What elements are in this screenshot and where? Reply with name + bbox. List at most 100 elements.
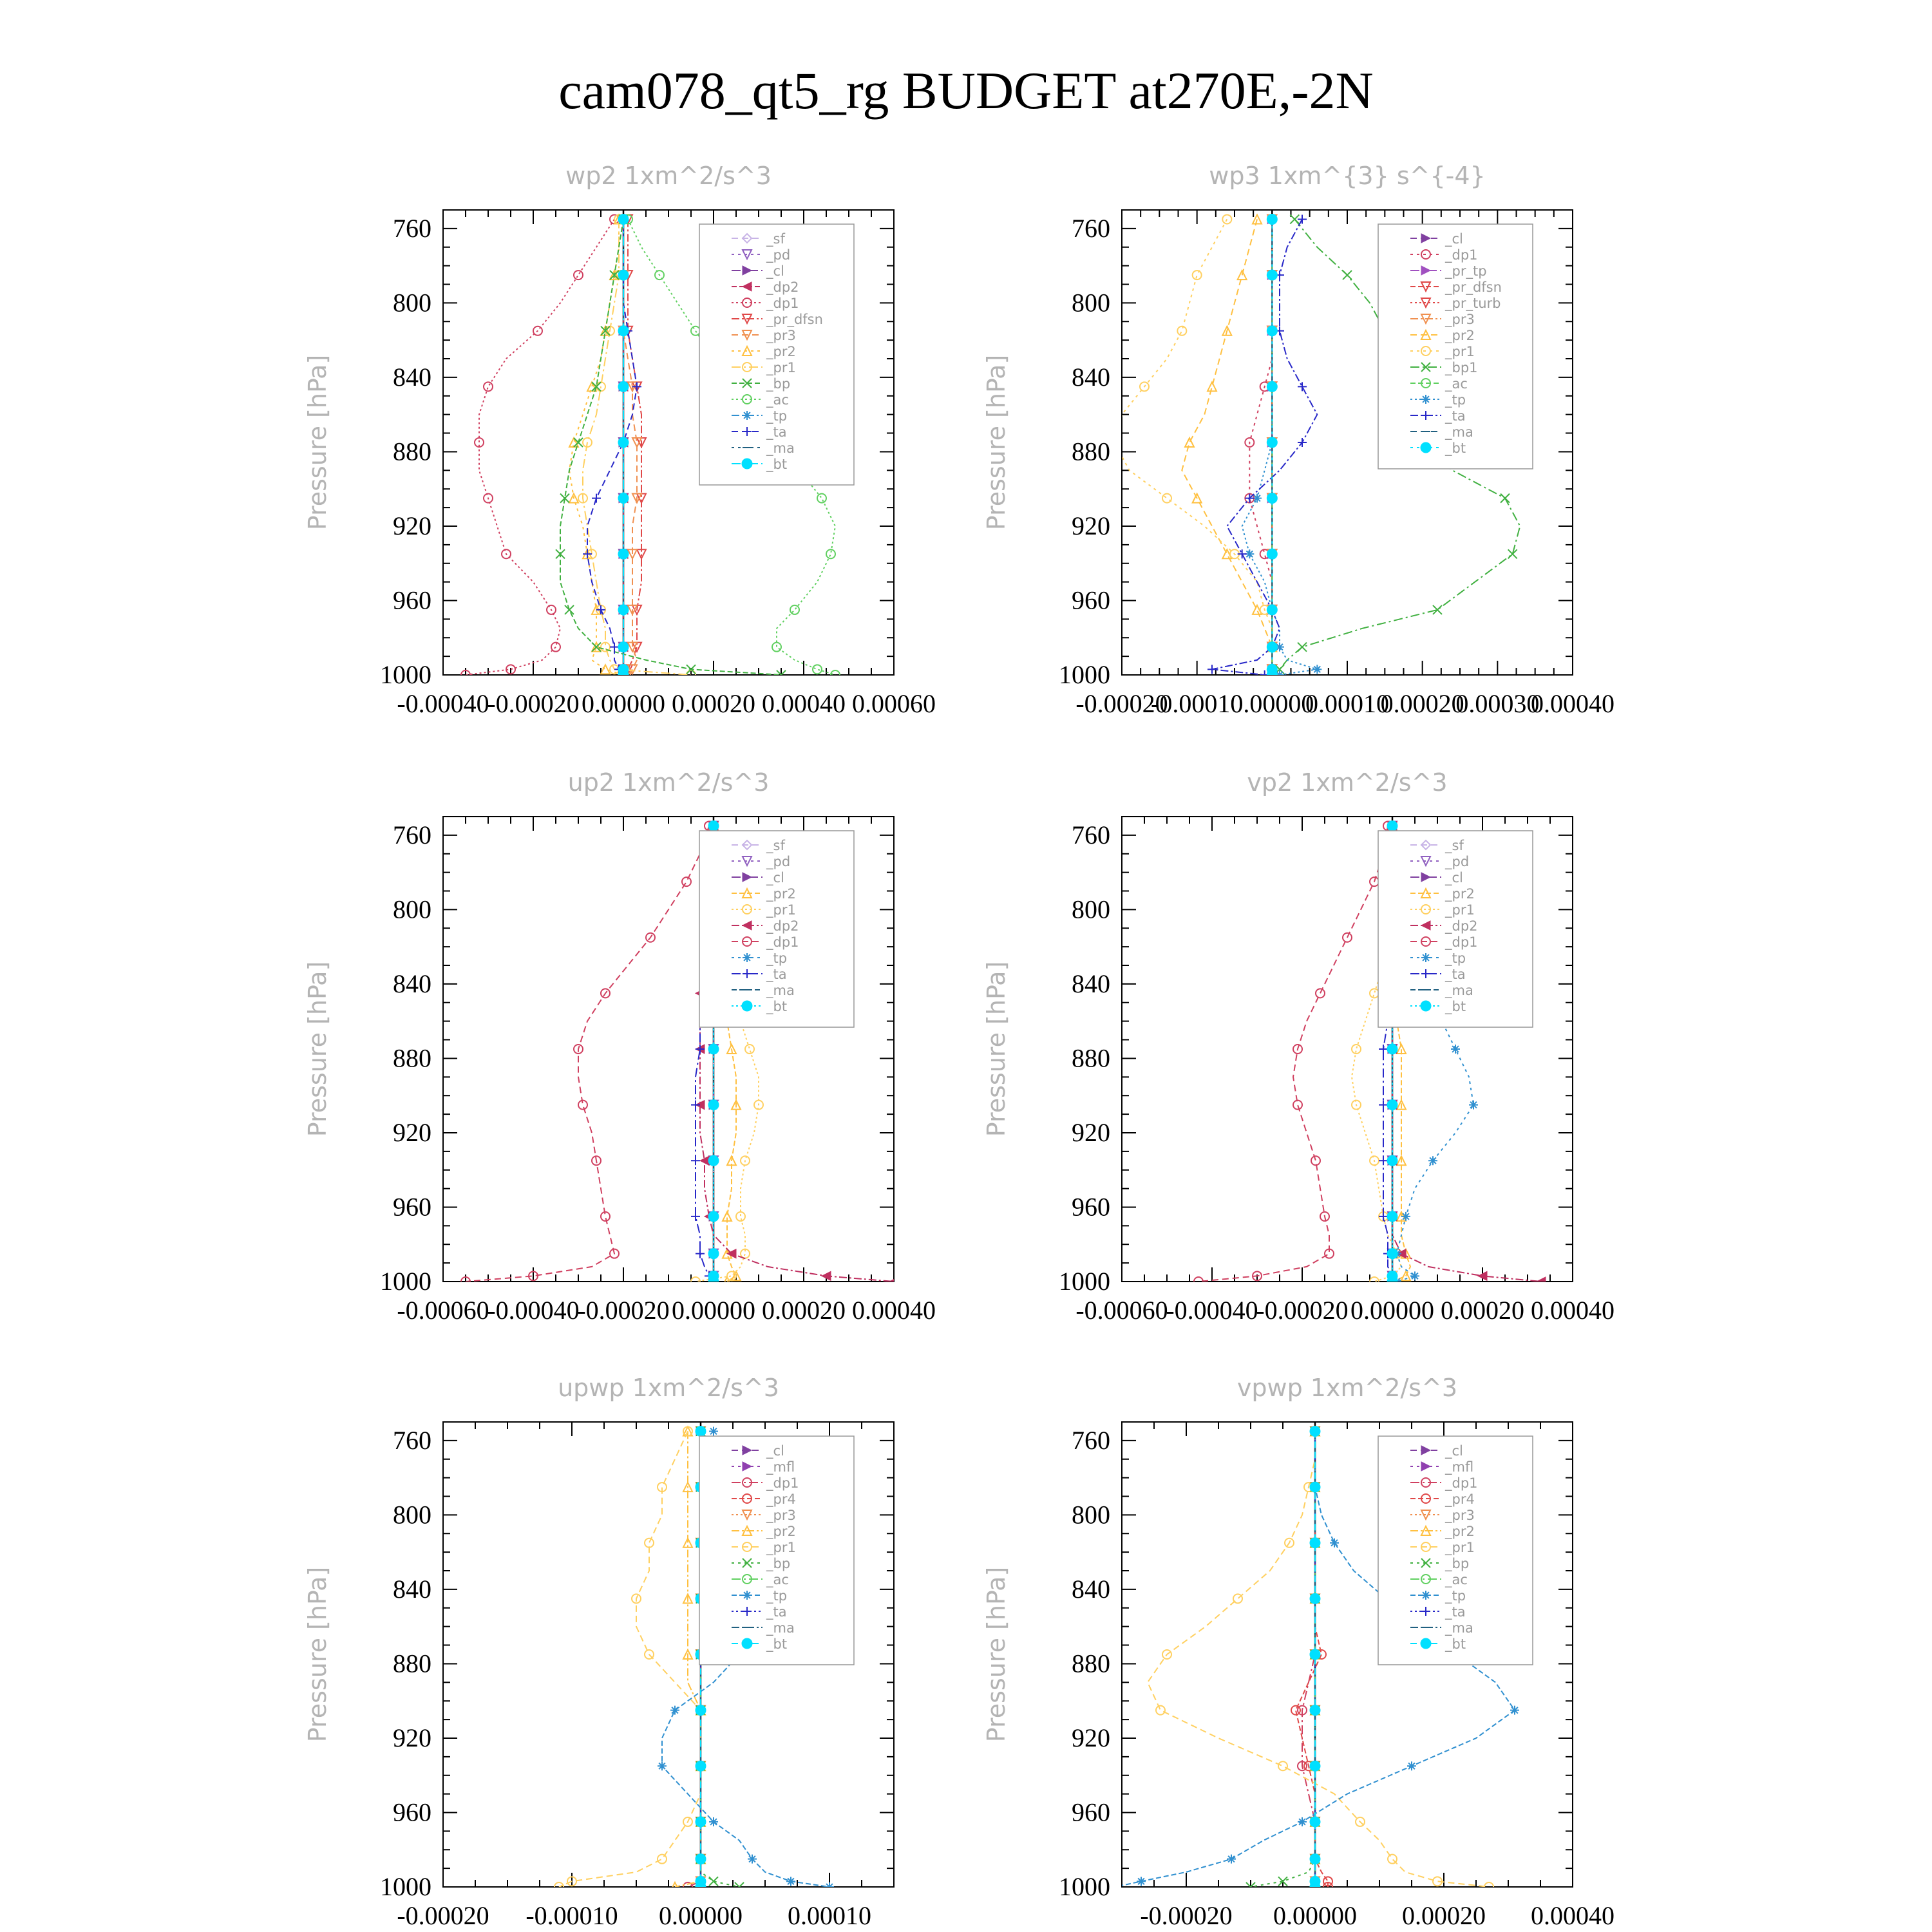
series-line-tp bbox=[1122, 1431, 1516, 1886]
chart-panel-3: up2 1xm^2/s^3 Pressure [hPa] 760 800 840 880 9… bbox=[303, 768, 936, 1325]
legend-marker bbox=[1421, 969, 1430, 978]
y-tick-label: 760 bbox=[393, 214, 431, 243]
y-tick-label: 880 bbox=[1072, 437, 1110, 466]
legend-marker bbox=[742, 1574, 752, 1584]
legend-marker bbox=[1421, 1542, 1431, 1552]
data-point-pr1 bbox=[644, 1537, 654, 1548]
legend-marker bbox=[742, 265, 753, 276]
data-point-pr2 bbox=[1184, 436, 1195, 448]
legend-label: _sf bbox=[1444, 838, 1464, 854]
legend-label: _sf bbox=[766, 231, 785, 247]
series-line-pr1 bbox=[1146, 1431, 1490, 1887]
data-point-pr1 bbox=[1484, 1882, 1494, 1887]
data-point-pr2 bbox=[682, 1648, 694, 1660]
legend-marker bbox=[742, 1558, 752, 1568]
legend-label: _pr2 bbox=[1444, 886, 1475, 902]
chart-panel-5: upwp 1xm^2/s^3 Pressure [hPa] 760 800 840 880… bbox=[303, 1374, 895, 1930]
data-point-pr2 bbox=[682, 1593, 694, 1604]
legend-label: _pd bbox=[1444, 854, 1469, 870]
data-point-dp1 bbox=[1293, 1044, 1303, 1054]
y-axis-label: Pressure [hPa] bbox=[982, 961, 1010, 1137]
legend-marker bbox=[741, 887, 753, 898]
data-point-pr1 bbox=[1432, 1876, 1443, 1887]
data-point-bt bbox=[708, 1276, 719, 1282]
data-point-bt bbox=[1266, 548, 1278, 560]
y-tick-label: 760 bbox=[393, 820, 431, 849]
data-point-dp1 bbox=[1193, 1276, 1204, 1282]
legend-marker bbox=[1421, 346, 1431, 356]
page-title: cam078_qt5_rg BUDGET at270E,-2N bbox=[558, 61, 1374, 120]
data-point-bp bbox=[686, 664, 696, 675]
chart-title: vp2 1xm^2/s^3 bbox=[1247, 768, 1447, 797]
series-line-dp2 bbox=[699, 826, 894, 1282]
legend-marker bbox=[1420, 442, 1432, 453]
legend-label: _pr3 bbox=[1444, 1508, 1475, 1524]
data-point-tp bbox=[1407, 1761, 1416, 1771]
legend-label: _pr2 bbox=[766, 344, 796, 360]
data-point-dp1 bbox=[483, 381, 493, 392]
data-point-pr2 bbox=[726, 1155, 737, 1166]
legend-label: _bt bbox=[766, 1636, 787, 1653]
data-point-tp bbox=[1298, 1817, 1307, 1826]
data-point-pr1 bbox=[1369, 988, 1379, 999]
data-point-pr1 bbox=[1110, 438, 1119, 447]
y-tick-label: 840 bbox=[393, 969, 431, 998]
x-tick-label: -0.00020 bbox=[1075, 689, 1168, 718]
data-point-bp bbox=[600, 326, 611, 336]
data-point-pr1 bbox=[1351, 1044, 1361, 1054]
data-point-bp bbox=[609, 270, 620, 280]
legend-marker bbox=[743, 411, 752, 420]
x-tick-label: 0.00000 bbox=[582, 689, 665, 718]
y-axis-label: Pressure [hPa] bbox=[982, 1567, 1010, 1743]
data-point-dp2 bbox=[820, 1271, 831, 1282]
x-tick-label: 0.00000 bbox=[1350, 1296, 1434, 1325]
legend-label: _bp bbox=[766, 376, 790, 392]
series-line-tp bbox=[1241, 219, 1318, 675]
legend-label: _pr_turb bbox=[1444, 296, 1501, 312]
data-point-bt bbox=[618, 213, 629, 225]
legend-marker bbox=[741, 856, 753, 867]
data-point-tp bbox=[658, 1761, 667, 1771]
legend-label: _cl bbox=[1444, 1443, 1463, 1459]
data-point-dp1 bbox=[546, 604, 556, 615]
chart-title: up2 1xm^2/s^3 bbox=[568, 768, 770, 797]
data-point-ta bbox=[691, 1211, 700, 1221]
data-point-pr1 bbox=[690, 1276, 701, 1282]
chart-title: wp2 1xm^2/s^3 bbox=[565, 162, 772, 190]
data-point-bt bbox=[695, 1853, 706, 1865]
legend-marker bbox=[741, 249, 753, 261]
data-point-pr1 bbox=[1278, 1761, 1288, 1772]
data-point-bt bbox=[708, 1211, 719, 1222]
data-point-ta bbox=[632, 382, 641, 392]
legend-marker bbox=[741, 1524, 753, 1536]
data-point-bt bbox=[1309, 1649, 1321, 1660]
data-point-tp bbox=[1245, 549, 1255, 559]
data-point-pr4 bbox=[1323, 1876, 1333, 1887]
data-point-bt bbox=[1309, 1537, 1321, 1549]
data-point-ta bbox=[1245, 493, 1255, 503]
legend-marker bbox=[1421, 395, 1430, 404]
data-point-bt bbox=[1387, 1155, 1398, 1166]
y-tick-label: 960 bbox=[1072, 1192, 1110, 1221]
data-point-ta bbox=[1379, 1156, 1388, 1166]
data-point-pr1 bbox=[1139, 381, 1150, 392]
legend-label: _cl bbox=[1444, 870, 1463, 886]
y-tick-label: 800 bbox=[1072, 895, 1110, 923]
y-tick-label: 840 bbox=[1072, 1575, 1110, 1604]
data-point-dp1 bbox=[528, 1271, 538, 1282]
legend-marker bbox=[1420, 1524, 1432, 1536]
legend-label: _ma bbox=[1444, 983, 1473, 999]
chart-panels: wp2 1xm^2/s^3 Pressure [hPa] 760 800 840 880 9… bbox=[303, 162, 1615, 1930]
y-tick-label: 960 bbox=[1072, 585, 1110, 614]
x-tick-label: -0.00040 bbox=[1166, 1296, 1258, 1325]
data-point-bp bbox=[560, 493, 570, 504]
legend-label: _tp bbox=[1444, 951, 1466, 967]
legend-label: _ac bbox=[766, 392, 789, 408]
data-point-dp2 bbox=[1477, 1271, 1488, 1282]
data-point-ta bbox=[592, 493, 601, 503]
data-point-bp1 bbox=[1432, 605, 1443, 615]
data-point-ac bbox=[812, 664, 822, 675]
data-point-tp bbox=[1111, 1882, 1120, 1891]
data-point-bt bbox=[1266, 269, 1278, 281]
